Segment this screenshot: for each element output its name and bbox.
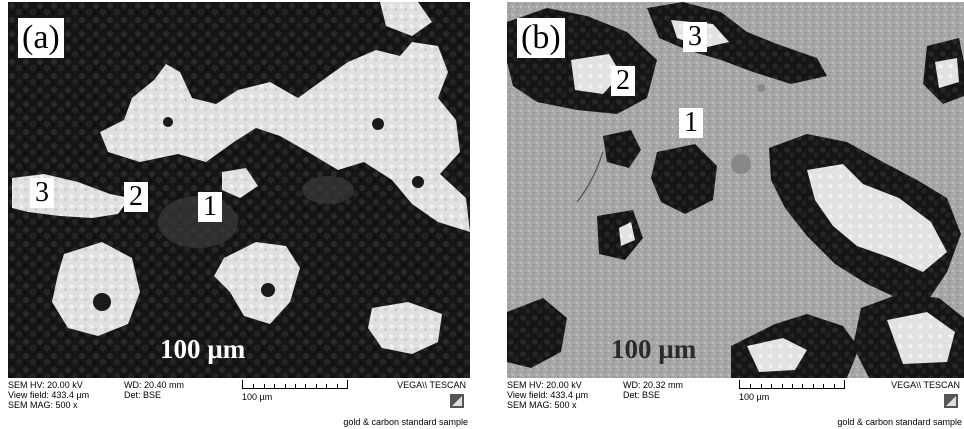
scale-bar-label-a: 100 µm — [242, 392, 273, 402]
crack-b — [576, 151, 604, 203]
micrograph-b-image — [507, 2, 964, 378]
region-label-1: 1 — [198, 192, 222, 222]
sem-panel-b: (b) 1 2 3 100 µm SEM HV: 20.00 kV View f… — [507, 0, 964, 429]
view-field: View field: 433.4 µm — [8, 390, 90, 400]
region-label-1: 1 — [679, 108, 703, 138]
scale-bar-a — [242, 380, 348, 389]
detector: Det: BSE — [124, 390, 162, 400]
micrograph-a: (a) 1 2 3 100 µm — [8, 2, 470, 378]
region-label-2: 2 — [611, 66, 635, 96]
panel-label-b: (b) — [517, 18, 565, 58]
detector: Det: BSE — [623, 390, 661, 400]
region-label-2: 2 — [124, 182, 148, 212]
sem-panel-a: (a) 1 2 3 100 µm SEM HV: 20.00 kV View f… — [8, 0, 470, 429]
instrument-brand-a: VEGA\\ TESCAN — [397, 380, 466, 390]
scale-bar-b — [739, 380, 845, 389]
region-label-3: 3 — [683, 22, 707, 52]
sem-mag: SEM MAG: 500 x — [8, 400, 78, 410]
sample-name-b: gold & carbon standard sample — [837, 417, 962, 427]
panel-label-a: (a) — [18, 18, 64, 58]
scale-text-b: 100 µm — [611, 334, 697, 364]
instrument-brand-b: VEGA\\ TESCAN — [891, 380, 960, 390]
gray-zone-a — [158, 176, 354, 248]
sample-name-a: gold & carbon standard sample — [343, 417, 468, 427]
working-distance: WD: 20.32 mm — [623, 380, 684, 390]
sem-info-bar-a: SEM HV: 20.00 kV View field: 433.4 µm SE… — [8, 378, 470, 429]
dark-inclusions-a — [93, 117, 424, 311]
tescan-logo-icon — [944, 394, 958, 408]
micrograph-b: (b) 1 2 3 100 µm — [507, 2, 964, 378]
region-label-3: 3 — [30, 178, 54, 208]
working-distance: WD: 20.40 mm — [124, 380, 185, 390]
tescan-logo-icon — [450, 394, 464, 408]
sem-mag: SEM MAG: 500 x — [507, 400, 577, 410]
sem-hv: SEM HV: 20.00 kV — [507, 380, 582, 390]
scale-text-a: 100 µm — [160, 334, 246, 364]
sem-info-bar-b: SEM HV: 20.00 kV View field: 433.4 µm SE… — [507, 378, 964, 429]
scale-bar-label-b: 100 µm — [739, 392, 770, 402]
pores-b — [731, 84, 765, 174]
view-field: View field: 433.4 µm — [507, 390, 589, 400]
sem-hv: SEM HV: 20.00 kV — [8, 380, 83, 390]
micrograph-a-image — [8, 2, 470, 378]
